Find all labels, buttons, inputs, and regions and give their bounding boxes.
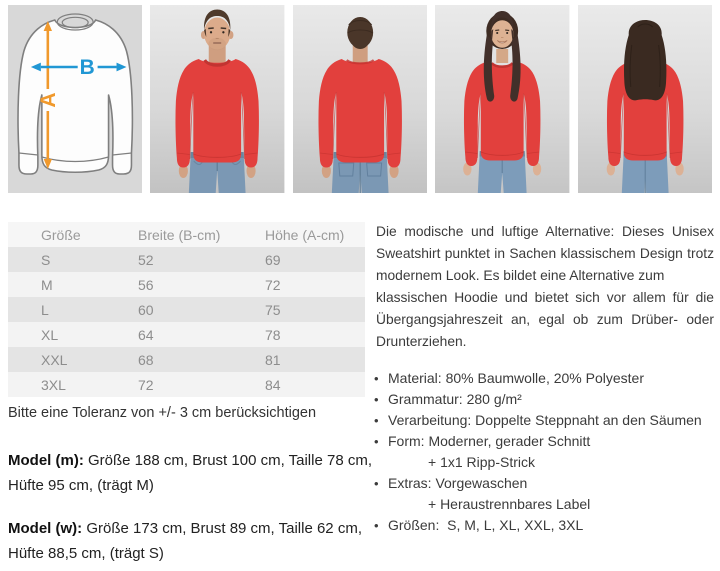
measure-arrow-height: A	[37, 21, 60, 169]
description-paragraph-part2: klassischen Hoodie und bietet sich vor a…	[376, 290, 714, 349]
model-w-line1: Größe 173 cm, Brust 89 cm, Taille 62 cm,	[86, 520, 362, 537]
col-header-height: Höhe (A-cm)	[265, 222, 365, 247]
photo-female-front-svg	[435, 5, 570, 193]
photo-male-front-svg	[150, 5, 285, 193]
col-header-size: Größe	[8, 222, 138, 247]
bullet-extras-extra: + Heraustrennbares Label	[428, 496, 591, 512]
bullet-grammatur: Grammatur: 280 g/m²	[374, 389, 714, 410]
photo-female-back-svg	[577, 5, 713, 193]
bullet-extras: Extras: Vorgewaschen	[374, 473, 714, 494]
sweatshirt-outline	[17, 19, 134, 175]
model-m-info: Model (m): Größe 188 cm, Brust 100 cm, T…	[8, 448, 376, 498]
feature-bullet-list: Material: 80% Baumwolle, 20% Polyester G…	[374, 368, 714, 536]
photo-female-front	[435, 5, 570, 193]
col-header-width: Breite (B-cm)	[138, 222, 265, 247]
size-row-xxl: XXL 68 81	[8, 347, 365, 372]
width-label: B	[80, 56, 95, 79]
model-w-label: Model (w):	[8, 520, 83, 537]
model-w-info: Model (w): Größe 173 cm, Brust 89 cm, Ta…	[8, 516, 376, 566]
model-w-line2: Hüfte 88,5 cm, (trägt S)	[8, 545, 164, 562]
size-table: Größe Breite (B-cm) Höhe (A-cm) S 52 69 …	[8, 222, 365, 397]
description-paragraph: Die modische und luftige Alternative: Di…	[376, 221, 714, 353]
size-row-m: M 56 72	[8, 272, 365, 297]
size-info-column: Größe Breite (B-cm) Höhe (A-cm) S 52 69 …	[8, 222, 372, 566]
size-row-xl: XL 64 78	[8, 322, 365, 347]
size-row-l: L 60 75	[8, 297, 365, 322]
tile-size-diagram: A B	[8, 5, 143, 193]
size-diagram-svg: A B	[8, 5, 143, 193]
bullet-groessen: Größen: S, M, L, XL, XXL, 3XL	[374, 515, 714, 536]
photo-female-back	[577, 5, 713, 193]
size-table-header-row: Größe Breite (B-cm) Höhe (A-cm)	[8, 222, 365, 247]
photo-male-back-svg	[292, 5, 428, 193]
photo-male-front	[150, 5, 285, 193]
size-row-3xl: 3XL 72 84	[8, 372, 365, 397]
product-description: Die modische und luftige Alternative: Di…	[374, 221, 714, 536]
model-m-line1: Größe 188 cm, Brust 100 cm, Taille 78 cm…	[88, 452, 372, 469]
product-gallery: A B	[8, 5, 713, 193]
tolerance-note: Bitte eine Toleranz von +/- 3 cm berücks…	[8, 405, 317, 421]
photo-male-back	[292, 5, 428, 193]
description-paragraph-part1: Die modische und luftige Alternative: Di…	[376, 224, 714, 283]
height-label: A	[37, 92, 60, 107]
bullet-form-extra: + 1x1 Ripp-Strick	[428, 454, 535, 470]
measure-arrow-width: B	[30, 56, 127, 79]
bullet-form: Form: Moderner, gerader Schnitt	[374, 431, 714, 452]
size-row-s: S 52 69	[8, 247, 365, 272]
model-m-line2: Hüfte 95 cm, (trägt M)	[8, 477, 154, 494]
bullet-verarbeitung: Verarbeitung: Doppelte Steppnaht an den …	[374, 410, 714, 431]
model-m-label: Model (m):	[8, 452, 84, 469]
bullet-material: Material: 80% Baumwolle, 20% Polyester	[374, 368, 714, 389]
